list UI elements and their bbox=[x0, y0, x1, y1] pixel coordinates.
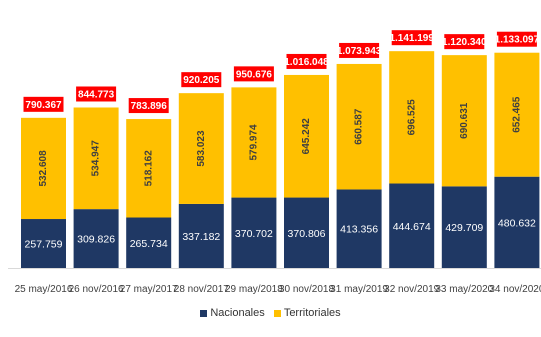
bar-nacionales bbox=[441, 186, 487, 268]
total-label: 790.367 bbox=[25, 100, 62, 111]
data-label-territoriales: 690.631 bbox=[459, 102, 470, 139]
total-label: 1.141.199 bbox=[389, 33, 434, 44]
bar-nacionales bbox=[284, 197, 329, 268]
total-label: 1.073.943 bbox=[337, 46, 382, 57]
legend-label-nacionales: Nacionales bbox=[210, 307, 265, 319]
data-label-nacionales: 413.356 bbox=[340, 224, 378, 236]
total-label-box bbox=[444, 34, 485, 50]
x-tick-label: 27 may/2017 bbox=[120, 284, 178, 295]
data-label-territoriales: 652.465 bbox=[512, 96, 523, 133]
bar-territoriales bbox=[126, 119, 172, 218]
x-tick-label: 28 nov/2017 bbox=[174, 284, 229, 295]
data-label-nacionales: 444.674 bbox=[393, 221, 431, 233]
bar-nacionales bbox=[126, 217, 172, 268]
bar-territoriales bbox=[494, 52, 540, 177]
data-label-territoriales: 660.587 bbox=[354, 108, 365, 145]
total-label-box bbox=[181, 72, 222, 88]
total-label: 1.133.097 bbox=[495, 35, 540, 46]
total-label-box bbox=[128, 98, 169, 114]
bar-territoriales bbox=[178, 93, 224, 204]
total-label: 920.205 bbox=[183, 75, 220, 86]
total-label-box bbox=[391, 30, 432, 46]
legend-item-nacionales: Nacionales bbox=[200, 307, 265, 319]
bar-nacionales bbox=[231, 197, 277, 268]
bar-territoriales bbox=[336, 63, 382, 190]
total-label-box bbox=[286, 53, 327, 69]
data-label-nacionales: 370.702 bbox=[235, 228, 273, 240]
x-tick-label: 31 may/2019 bbox=[330, 284, 388, 295]
total-label: 1.120.340 bbox=[442, 37, 487, 48]
bar-nacionales bbox=[389, 183, 435, 268]
bar-nacionales bbox=[494, 176, 540, 268]
data-label-nacionales: 429.709 bbox=[445, 222, 483, 234]
bar-territoriales bbox=[389, 51, 435, 184]
total-label-box bbox=[233, 66, 274, 82]
legend: Nacionales Territoriales bbox=[0, 307, 541, 319]
data-label-territoriales: 579.974 bbox=[249, 124, 260, 161]
legend-label-territoriales: Territoriales bbox=[283, 307, 341, 319]
data-label-territoriales: 583.023 bbox=[196, 130, 207, 167]
x-tick-label: 25 may/2016 bbox=[15, 284, 73, 295]
total-label-box bbox=[76, 86, 117, 102]
bar-nacionales bbox=[73, 209, 119, 268]
bar-territoriales bbox=[73, 107, 119, 210]
x-tick-label: 32 nov/2019 bbox=[384, 284, 439, 295]
data-label-territoriales: 534.947 bbox=[91, 140, 102, 177]
total-label: 1.016.048 bbox=[284, 57, 329, 68]
data-label-nacionales: 370.806 bbox=[288, 228, 326, 240]
x-tick-label: 29 may/2018 bbox=[225, 284, 283, 295]
bar-territoriales bbox=[231, 87, 277, 198]
legend-item-territoriales: Territoriales bbox=[273, 307, 341, 319]
x-tick-label: 30 nov/2018 bbox=[279, 284, 334, 295]
data-label-nacionales: 265.734 bbox=[130, 238, 168, 250]
total-label-box bbox=[339, 42, 380, 58]
data-label-nacionales: 309.826 bbox=[77, 234, 115, 246]
total-label: 950.676 bbox=[236, 69, 273, 80]
bar-nacionales bbox=[21, 219, 66, 268]
bar-nacionales bbox=[178, 203, 224, 268]
data-label-territoriales: 645.242 bbox=[301, 118, 312, 155]
data-label-territoriales: 532.608 bbox=[38, 150, 49, 187]
data-label-nacionales: 337.182 bbox=[182, 231, 220, 243]
legend-swatch-territoriales bbox=[273, 309, 281, 317]
data-label-territoriales: 696.525 bbox=[406, 99, 417, 136]
x-tick-label: 34 nov/2020 bbox=[489, 284, 541, 295]
total-label: 783.896 bbox=[131, 101, 168, 112]
bar-territoriales bbox=[284, 74, 329, 198]
total-label-box bbox=[23, 96, 64, 112]
data-label-nacionales: 480.632 bbox=[498, 217, 536, 229]
bar-territoriales bbox=[441, 55, 487, 187]
x-tick-label: 26 nov/2016 bbox=[69, 284, 124, 295]
legend-swatch-nacionales bbox=[200, 309, 208, 317]
bar-territoriales bbox=[21, 117, 66, 220]
data-label-nacionales: 257.759 bbox=[25, 239, 63, 251]
data-label-territoriales: 518.162 bbox=[143, 150, 154, 187]
bar-nacionales bbox=[336, 189, 382, 268]
total-label-box bbox=[496, 31, 537, 47]
total-label: 844.773 bbox=[78, 89, 115, 100]
x-tick-label: 33 may/2020 bbox=[435, 284, 493, 295]
